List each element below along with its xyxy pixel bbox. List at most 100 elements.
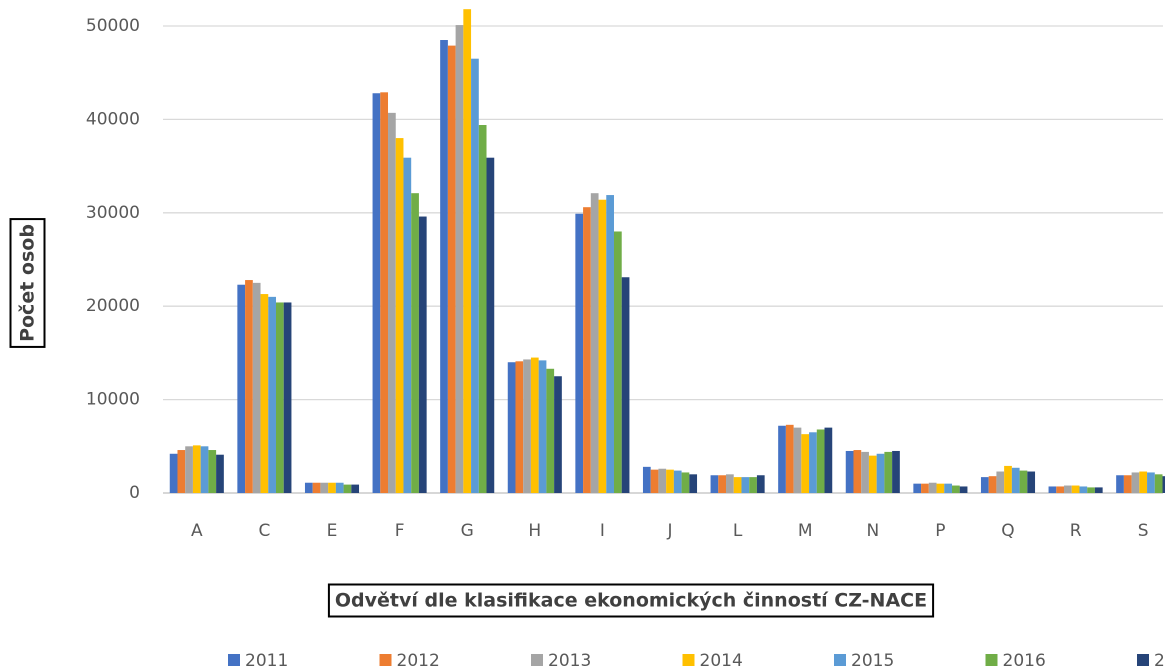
bar [598,199,607,493]
y-axis-title: Počet osob [17,224,39,342]
bar [606,195,614,493]
bar [778,425,786,493]
bar [216,454,224,493]
bar [801,434,810,493]
bar [335,482,344,493]
x-tick-label: C [258,521,270,541]
bar [853,450,862,493]
bar [1087,487,1095,493]
bar [1131,472,1140,493]
bar [1019,470,1028,493]
bar [530,357,539,493]
bar [673,470,682,493]
legend-label: 2015 [851,651,894,671]
bar [447,45,456,493]
legend-label: 2016 [1003,651,1046,671]
bar [996,471,1005,493]
x-tick-label: A [191,521,203,541]
bar [304,482,313,493]
legend-label: 2014 [700,651,743,671]
x-tick-label: N [866,521,879,541]
title-box [327,583,935,618]
legend-swatch [682,654,695,666]
legend-swatch [379,654,392,666]
bar [1162,476,1165,493]
x-tick-label: P [935,521,945,541]
bar [980,477,989,493]
bar [913,483,922,493]
bar [710,475,719,493]
bar [1071,485,1080,493]
x-tick-label: Q [1001,521,1014,541]
bar [650,469,659,493]
bar [590,193,599,493]
bar [478,125,487,493]
legend-swatch [1137,654,1149,666]
x-tick-label: M [798,521,813,541]
bar [312,482,321,493]
bar [380,92,389,494]
bar [988,476,997,493]
bar [861,451,869,493]
bar [343,484,352,493]
bar [283,302,292,493]
bar [169,453,178,493]
bar [741,477,750,493]
bar [538,360,547,493]
bar [252,282,261,493]
x-tick-label: S [1138,521,1149,541]
y-tick-label: 0 [129,483,140,503]
bar [372,93,381,494]
bar [268,296,276,493]
bar [1056,486,1065,493]
legend-label: 2017 [1154,651,1165,671]
legend-swatch [985,654,998,666]
bar [845,450,854,493]
y-tick-label: 10000 [86,390,140,410]
x-tick-label: I [600,521,605,541]
bar [1004,465,1012,493]
bar [351,484,360,493]
bar [642,466,651,493]
bar [395,138,404,493]
bar [177,450,186,493]
bar [658,468,667,493]
bar [613,231,622,494]
x-tick-label: R [1070,521,1082,541]
bar [554,376,562,493]
bar [621,277,630,493]
bar [1094,487,1103,493]
bar [868,455,877,493]
bar [689,474,698,493]
legend-label: 2012 [397,651,440,671]
bar [921,483,929,493]
bar [275,302,284,493]
bar [936,483,945,493]
bar [486,157,495,493]
bar [200,446,209,493]
y-tick-label: 50000 [86,16,140,36]
y-tick-label: 30000 [86,203,140,223]
x-axis-title: Odvětví dle klasifikace ekonomických čin… [335,590,927,612]
bar [418,216,427,493]
bar [1139,471,1148,493]
bar [320,482,329,493]
bar [718,475,727,493]
bar [1064,485,1072,493]
bar [328,482,336,493]
bar [208,450,217,493]
bar [756,475,765,493]
bar [928,482,937,493]
bar [388,112,396,493]
bar [403,157,412,493]
legend-swatch [834,654,846,666]
title-box [9,218,46,348]
bar [726,474,734,493]
x-tick-label: F [395,521,405,541]
x-tick-label: E [327,521,338,541]
bar [455,25,464,493]
bar [733,477,742,493]
bar [523,359,531,493]
bar [1048,486,1057,493]
